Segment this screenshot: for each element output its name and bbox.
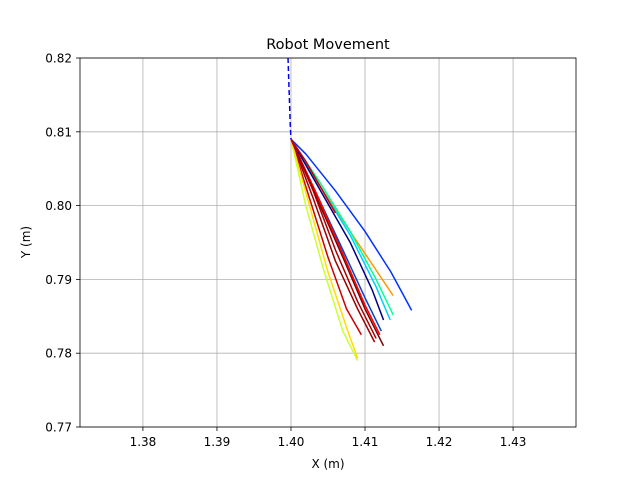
x-tick-label: 1.42 xyxy=(426,435,453,449)
trajectory-line-6 xyxy=(290,138,385,321)
trajectory-line-12 xyxy=(290,139,359,361)
x-tick-label: 1.38 xyxy=(130,435,157,449)
y-tick-label: 0.78 xyxy=(45,347,72,361)
trajectory-line-14 xyxy=(290,138,377,339)
y-tick-label: 0.79 xyxy=(45,273,72,287)
trajectory-line-13 xyxy=(290,138,359,359)
trajectory-line-8 xyxy=(290,138,381,336)
series-layer xyxy=(287,58,413,361)
plot-frame xyxy=(79,57,577,428)
grid xyxy=(80,57,576,428)
x-tick-label: 1.40 xyxy=(278,435,305,449)
x-tick-label: 1.41 xyxy=(352,435,379,449)
x-tick-label: 1.43 xyxy=(500,435,527,449)
trajectory-line-10 xyxy=(290,138,376,343)
trajectory-line-15 xyxy=(290,138,337,214)
trajectory-line-2 xyxy=(290,138,413,311)
y-tick-label: 0.82 xyxy=(45,52,72,66)
y-axis-label: Y (m) xyxy=(19,226,33,259)
x-tick-label: 1.39 xyxy=(204,435,231,449)
x-axis-label: X (m) xyxy=(311,457,344,471)
chart-title: Robot Movement xyxy=(266,37,390,53)
y-tick-label: 0.80 xyxy=(45,199,72,213)
y-tick-label: 0.77 xyxy=(45,421,72,435)
ticks: 1.38 1.39 1.40 1.41 1.42 1.43 0.77 0.78 0.79 0.80… xyxy=(45,52,526,450)
trajectory-line-11 xyxy=(290,138,362,336)
trajectory-line-1 xyxy=(287,58,292,140)
y-tick-label: 0.81 xyxy=(45,125,72,139)
